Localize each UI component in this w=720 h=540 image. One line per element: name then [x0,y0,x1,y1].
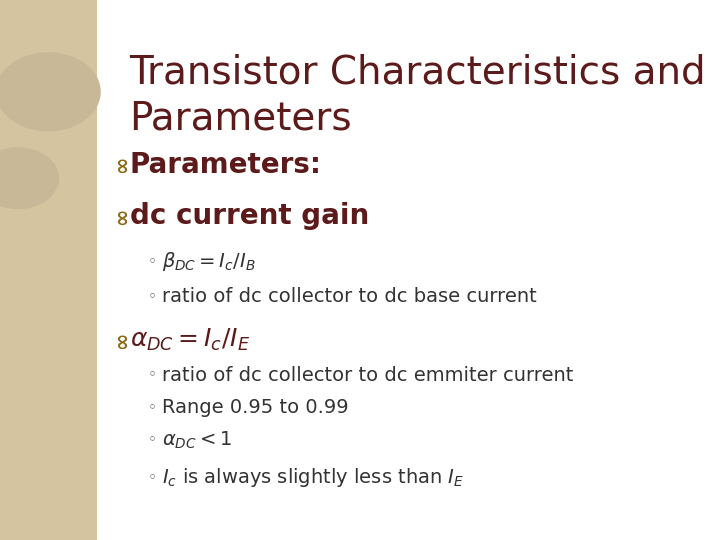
Text: Range 0.95 to 0.99: Range 0.95 to 0.99 [162,398,348,417]
Text: ◦: ◦ [148,433,157,448]
Text: ∞: ∞ [112,332,132,349]
Text: dc current gain: dc current gain [130,202,369,230]
Text: ◦: ◦ [148,289,157,305]
Text: Transistor Characteristics and
Parameters: Transistor Characteristics and Parameter… [130,54,706,138]
Text: Parameters:: Parameters: [130,151,322,179]
FancyBboxPatch shape [0,0,97,540]
Text: ◦: ◦ [148,368,157,383]
Circle shape [0,53,100,131]
Text: ∞: ∞ [112,156,132,173]
Circle shape [0,148,58,208]
Text: ◦: ◦ [148,470,157,485]
Text: ◦: ◦ [148,400,157,415]
Text: ratio of dc collector to dc base current: ratio of dc collector to dc base current [162,287,536,307]
Text: ◦: ◦ [148,254,157,269]
Text: $I_c$ is always slightly less than $I_E$: $I_c$ is always slightly less than $I_E$ [162,467,464,489]
Text: ratio of dc collector to dc emmiter current: ratio of dc collector to dc emmiter curr… [162,366,573,385]
Text: $\beta_{DC}=I_c/I_B$: $\beta_{DC}=I_c/I_B$ [162,251,256,273]
Text: ∞: ∞ [112,207,132,225]
Text: $\alpha_{DC}=I_c/I_E$: $\alpha_{DC}=I_c/I_E$ [130,327,250,353]
Text: $\alpha_{DC}<1$: $\alpha_{DC}<1$ [162,429,232,451]
